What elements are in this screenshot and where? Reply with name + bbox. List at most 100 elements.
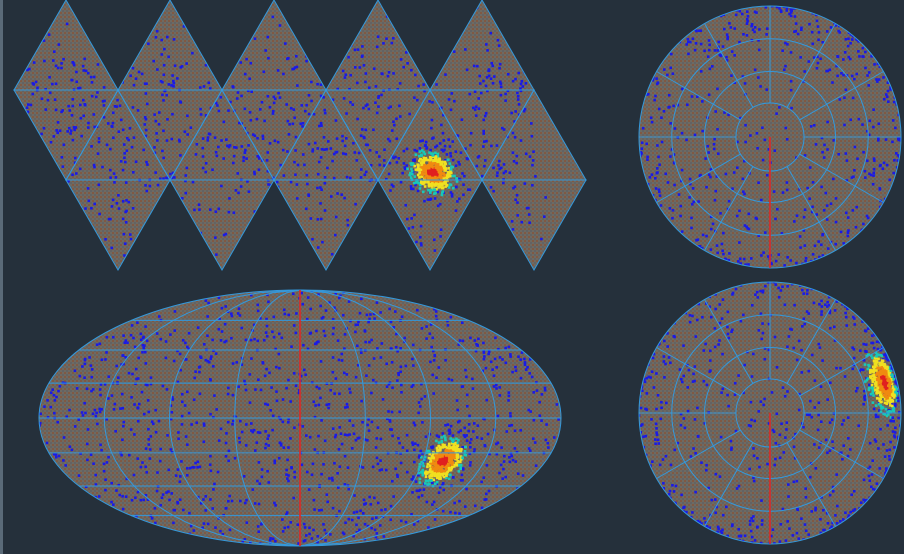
density-point bbox=[694, 451, 697, 455]
density-point bbox=[664, 454, 668, 458]
density-point bbox=[226, 420, 230, 424]
density-point bbox=[436, 171, 439, 174]
north-polar-view[interactable] bbox=[638, 5, 902, 269]
density-point bbox=[758, 465, 761, 469]
density-point bbox=[176, 349, 179, 353]
density-point bbox=[423, 185, 427, 188]
density-point bbox=[410, 170, 414, 173]
density-point bbox=[439, 165, 443, 169]
density-point bbox=[344, 240, 348, 244]
density-point bbox=[810, 415, 814, 419]
density-point bbox=[211, 507, 215, 510]
density-point bbox=[889, 416, 893, 419]
density-point bbox=[863, 389, 866, 393]
density-point bbox=[130, 324, 134, 327]
density-point bbox=[129, 74, 132, 78]
density-point bbox=[504, 361, 508, 365]
density-point bbox=[430, 118, 434, 122]
density-point bbox=[343, 483, 347, 486]
density-point bbox=[765, 173, 769, 177]
density-point bbox=[423, 482, 427, 485]
density-point bbox=[186, 443, 189, 446]
density-point bbox=[715, 175, 719, 178]
density-point bbox=[334, 377, 338, 380]
density-point bbox=[180, 460, 183, 463]
density-point bbox=[105, 143, 109, 147]
density-point bbox=[316, 246, 320, 249]
density-point bbox=[121, 27, 125, 30]
density-point bbox=[442, 488, 446, 492]
icosahedron-net-view[interactable] bbox=[0, 0, 600, 280]
density-point bbox=[699, 70, 703, 73]
density-point bbox=[426, 462, 430, 466]
density-point bbox=[798, 235, 802, 238]
density-point bbox=[844, 315, 848, 319]
density-point bbox=[444, 57, 448, 61]
density-point bbox=[459, 450, 463, 453]
density-point bbox=[889, 364, 893, 367]
density-point bbox=[381, 205, 384, 208]
density-point bbox=[74, 126, 78, 129]
density-point bbox=[674, 484, 678, 488]
density-point bbox=[700, 461, 703, 464]
density-point bbox=[97, 183, 101, 187]
density-point bbox=[642, 435, 645, 439]
density-point bbox=[202, 85, 206, 88]
density-point bbox=[738, 209, 741, 213]
density-point bbox=[640, 389, 644, 393]
south-polar-view[interactable] bbox=[638, 281, 902, 545]
density-point bbox=[853, 168, 856, 172]
density-point bbox=[820, 299, 823, 303]
density-point bbox=[159, 503, 163, 507]
density-point bbox=[457, 343, 461, 346]
density-point bbox=[746, 14, 750, 18]
density-point bbox=[395, 332, 398, 336]
density-point bbox=[473, 504, 477, 508]
density-point bbox=[314, 404, 317, 407]
density-point bbox=[349, 319, 352, 323]
density-point bbox=[726, 35, 730, 39]
density-point bbox=[436, 152, 440, 156]
density-point bbox=[128, 233, 132, 236]
density-point bbox=[836, 55, 839, 58]
density-point bbox=[751, 303, 754, 307]
density-point bbox=[528, 221, 531, 225]
density-point bbox=[436, 180, 440, 183]
density-point bbox=[202, 343, 206, 346]
density-point bbox=[418, 264, 421, 267]
polar-spoke bbox=[799, 71, 884, 121]
density-point bbox=[821, 40, 825, 44]
density-point bbox=[871, 378, 874, 381]
density-point bbox=[71, 241, 75, 245]
density-point bbox=[124, 495, 128, 498]
density-point bbox=[134, 77, 138, 80]
density-point bbox=[367, 246, 370, 250]
density-point bbox=[154, 171, 157, 174]
density-point bbox=[345, 112, 348, 115]
density-point bbox=[398, 115, 402, 118]
polar-spoke bbox=[704, 23, 754, 108]
density-point bbox=[431, 460, 434, 463]
density-point bbox=[540, 237, 543, 241]
density-point bbox=[886, 424, 889, 427]
density-point bbox=[368, 340, 371, 344]
density-point bbox=[528, 155, 532, 158]
density-point bbox=[656, 144, 659, 147]
density-point bbox=[868, 383, 871, 387]
density-point bbox=[817, 38, 820, 42]
density-point bbox=[789, 79, 793, 83]
density-point bbox=[282, 72, 285, 76]
density-point bbox=[855, 205, 858, 209]
density-point bbox=[377, 105, 380, 108]
density-point bbox=[523, 361, 527, 364]
density-point bbox=[888, 410, 891, 413]
density-point bbox=[334, 119, 338, 122]
density-point bbox=[126, 341, 129, 345]
density-point bbox=[773, 149, 777, 152]
density-point bbox=[875, 340, 879, 344]
density-point bbox=[454, 462, 458, 465]
mollweide-view[interactable] bbox=[38, 289, 562, 547]
density-point bbox=[363, 522, 367, 526]
density-point bbox=[527, 408, 531, 412]
